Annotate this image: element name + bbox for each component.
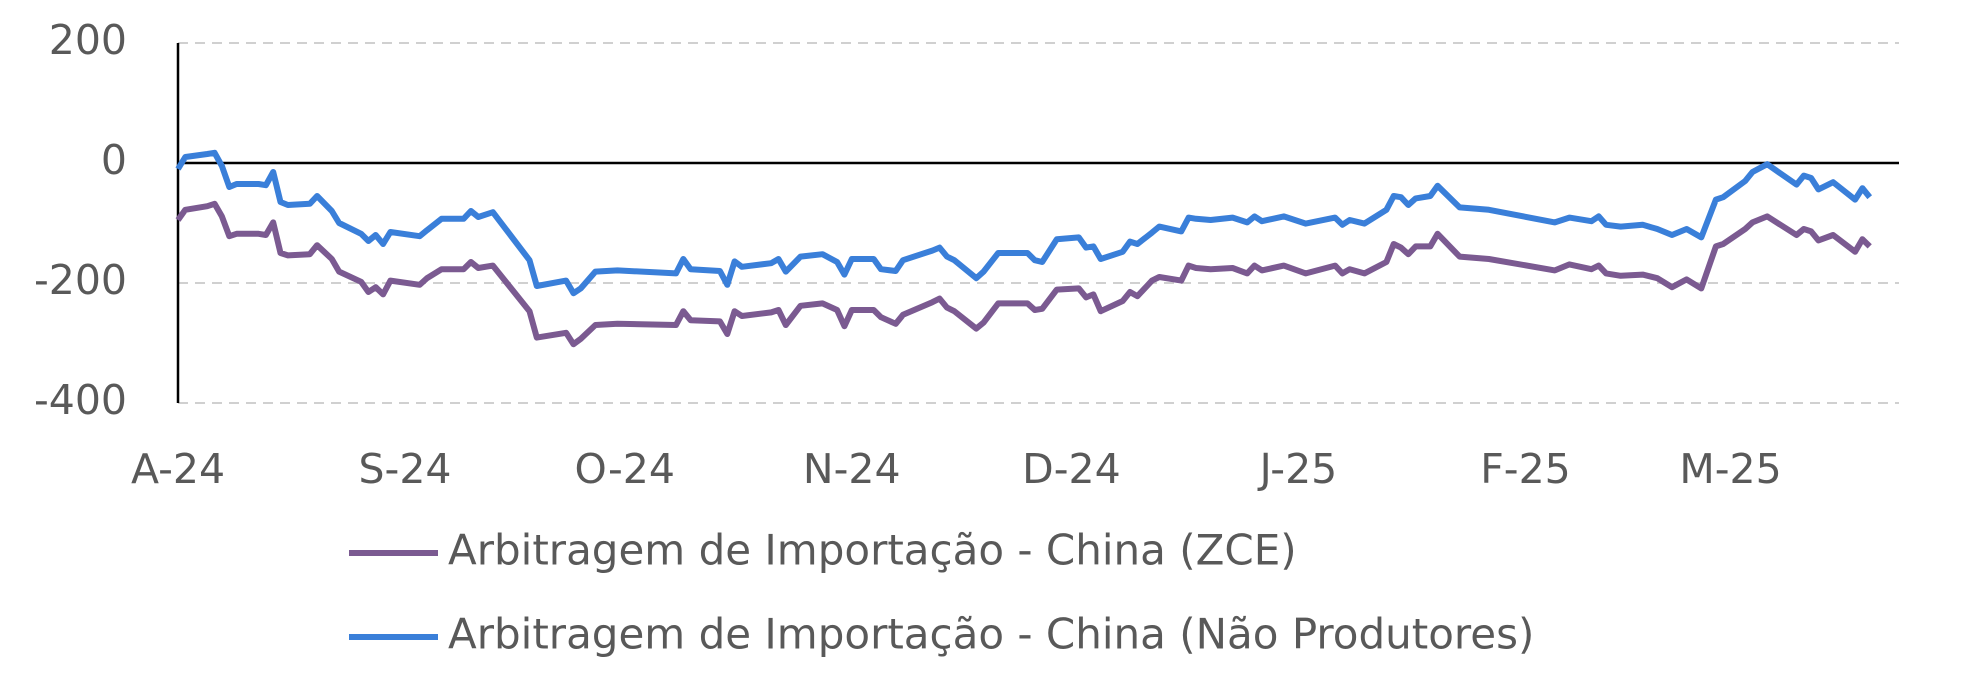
x-tick-label: A-24: [131, 445, 225, 493]
series-line: [175, 200, 1872, 348]
x-tick-label: S-24: [359, 445, 452, 493]
legend: Arbitragem de Importação - China (ZCE) Ar…: [349, 526, 1534, 659]
x-tick-label: M-25: [1679, 445, 1781, 493]
legend-label: Arbitragem de Importação - China (ZCE): [448, 526, 1297, 575]
y-tick-label: 0: [101, 136, 127, 184]
y-tick-label: -200: [34, 256, 127, 304]
series-line: [175, 149, 1873, 297]
x-tick-label: D-24: [1022, 445, 1121, 493]
x-tick-label: J-25: [1257, 445, 1338, 493]
y-tick-label: -400: [34, 376, 127, 424]
x-tick-label: F-25: [1480, 445, 1571, 493]
x-tick-label: O-24: [575, 445, 675, 493]
legend-label: Arbitragem de Importação - China (Não Pr…: [448, 610, 1534, 659]
x-tick-label: N-24: [803, 445, 901, 493]
y-tick-label: 200: [49, 16, 127, 64]
